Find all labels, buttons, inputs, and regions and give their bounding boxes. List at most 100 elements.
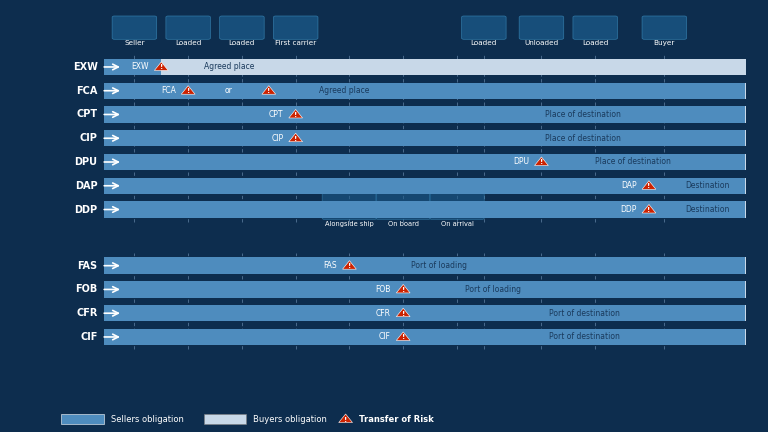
- Bar: [104, 257, 745, 274]
- Bar: [104, 106, 745, 123]
- Text: Loaded: Loaded: [229, 40, 255, 46]
- Text: !: !: [187, 88, 190, 94]
- Bar: [104, 154, 746, 170]
- Text: Place of destination: Place of destination: [545, 110, 621, 119]
- Text: First carrier: First carrier: [275, 40, 316, 46]
- Bar: [104, 106, 746, 123]
- Text: Buyers obligation: Buyers obligation: [253, 415, 327, 423]
- Bar: [104, 130, 745, 146]
- Polygon shape: [396, 284, 410, 293]
- FancyBboxPatch shape: [323, 193, 376, 219]
- Bar: [204, 414, 246, 424]
- Text: Sellers obligation: Sellers obligation: [111, 415, 184, 423]
- FancyBboxPatch shape: [430, 193, 485, 219]
- Text: CIF: CIF: [379, 333, 391, 341]
- Polygon shape: [262, 86, 276, 94]
- Text: Place of destination: Place of destination: [545, 134, 621, 143]
- Text: DAP: DAP: [621, 181, 637, 190]
- Text: Agreed place: Agreed place: [204, 63, 254, 71]
- Bar: [104, 281, 745, 298]
- Bar: [104, 201, 745, 218]
- Text: !: !: [402, 287, 405, 293]
- Text: Transfer of Risk: Transfer of Risk: [359, 415, 434, 423]
- Text: FOB: FOB: [75, 284, 98, 295]
- Text: !: !: [294, 136, 297, 142]
- Bar: [104, 59, 161, 75]
- Text: Loaded: Loaded: [582, 40, 608, 46]
- FancyBboxPatch shape: [376, 193, 430, 219]
- Bar: [104, 201, 746, 218]
- Text: !: !: [402, 334, 405, 340]
- Text: DDP: DDP: [74, 204, 98, 215]
- Text: Agreed place: Agreed place: [319, 86, 369, 95]
- Text: FAS: FAS: [78, 260, 98, 271]
- Text: On board: On board: [388, 221, 419, 227]
- Text: Port of loading: Port of loading: [465, 285, 521, 294]
- Text: FAS: FAS: [323, 261, 337, 270]
- FancyBboxPatch shape: [519, 16, 564, 39]
- Text: FCA: FCA: [76, 86, 98, 96]
- Polygon shape: [535, 157, 548, 165]
- FancyBboxPatch shape: [112, 16, 157, 39]
- Text: Port of loading: Port of loading: [411, 261, 467, 270]
- Bar: [104, 83, 746, 99]
- Text: Port of destination: Port of destination: [549, 333, 620, 341]
- FancyBboxPatch shape: [220, 16, 264, 39]
- FancyBboxPatch shape: [573, 16, 617, 39]
- Polygon shape: [396, 308, 410, 317]
- Text: CFR: CFR: [376, 309, 391, 318]
- Bar: [104, 281, 746, 298]
- Text: !: !: [267, 88, 270, 94]
- Bar: [104, 154, 745, 170]
- Polygon shape: [289, 133, 303, 142]
- Polygon shape: [339, 414, 353, 422]
- Text: CPT: CPT: [76, 109, 98, 120]
- Text: !: !: [647, 207, 650, 213]
- FancyBboxPatch shape: [642, 16, 687, 39]
- FancyBboxPatch shape: [462, 16, 506, 39]
- Text: Port of destination: Port of destination: [549, 309, 620, 318]
- Bar: [61, 414, 104, 424]
- Text: !: !: [402, 311, 405, 317]
- Text: DPU: DPU: [74, 157, 98, 167]
- Text: !: !: [647, 183, 650, 189]
- Polygon shape: [343, 260, 356, 269]
- Text: Destination: Destination: [685, 205, 730, 214]
- Text: Destination: Destination: [685, 181, 730, 190]
- Bar: [104, 178, 745, 194]
- Text: CIF: CIF: [80, 332, 98, 342]
- Text: FCA: FCA: [161, 86, 176, 95]
- Text: !: !: [540, 159, 543, 165]
- Text: Buyer: Buyer: [654, 40, 675, 46]
- Text: Place of destination: Place of destination: [595, 158, 671, 166]
- Text: !: !: [294, 112, 297, 118]
- Polygon shape: [396, 332, 410, 340]
- Text: DDP: DDP: [621, 205, 637, 214]
- FancyBboxPatch shape: [166, 16, 210, 39]
- Bar: [104, 83, 745, 99]
- Text: DAP: DAP: [75, 181, 98, 191]
- Bar: [104, 305, 745, 321]
- Polygon shape: [181, 86, 195, 94]
- Bar: [104, 59, 746, 75]
- Text: Loaded: Loaded: [175, 40, 201, 46]
- Text: Unloaded: Unloaded: [525, 40, 558, 46]
- Text: CFR: CFR: [76, 308, 98, 318]
- Text: or: or: [225, 86, 233, 95]
- Text: CPT: CPT: [269, 110, 283, 119]
- Bar: [104, 329, 746, 345]
- Polygon shape: [289, 109, 303, 118]
- Polygon shape: [642, 204, 656, 213]
- Text: Alongside ship: Alongside ship: [325, 221, 374, 227]
- Polygon shape: [154, 62, 168, 70]
- Bar: [104, 178, 746, 194]
- Text: Seller: Seller: [124, 40, 144, 46]
- Text: !: !: [344, 416, 347, 422]
- Text: FOB: FOB: [376, 285, 391, 294]
- Text: CIP: CIP: [271, 134, 283, 143]
- Bar: [104, 329, 745, 345]
- FancyBboxPatch shape: [273, 16, 318, 39]
- Text: CIP: CIP: [80, 133, 98, 143]
- Text: EXW: EXW: [131, 63, 149, 71]
- Text: DPU: DPU: [513, 158, 529, 166]
